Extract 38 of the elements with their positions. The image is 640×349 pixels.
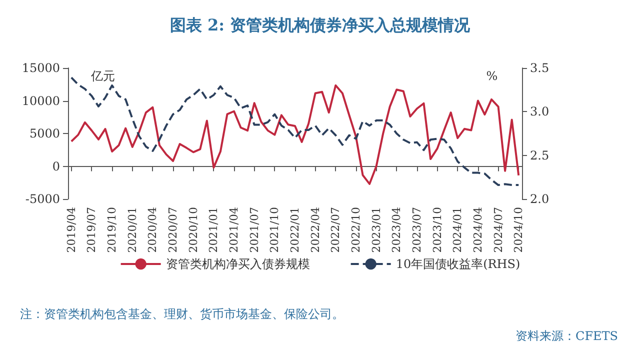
y2-tick-label: 2.5: [530, 148, 550, 162]
y2-tick-label: 3.5: [530, 61, 550, 75]
y-tick-label: -5000: [25, 192, 60, 206]
x-tick-label: 2021/04: [228, 207, 241, 253]
chart-title: 图表 2: 资管类机构债券净买入总规模情况: [170, 16, 472, 34]
y2-tick-label: 3.0: [530, 104, 550, 119]
text: 注：资管类机构包含基金、理财、货币市场基金、保险公司。: [20, 307, 344, 321]
x-tick-label: 2019/10: [106, 207, 119, 253]
x-tick-label: 2022/07: [329, 207, 342, 253]
x-tick-label: 2024/10: [512, 207, 526, 253]
x-tick-label: 2019/07: [85, 207, 98, 253]
y-tick-label: 15000: [22, 61, 60, 75]
y2-tick-label: 2.0: [530, 192, 550, 206]
x-tick-label: 2020/01: [126, 207, 139, 253]
x-tick-label: 2023/01: [370, 207, 383, 253]
x-tick-label: 2022/01: [288, 207, 302, 253]
x-tick-label: 2023/10: [430, 207, 444, 253]
x-tick-label: 2019/04: [64, 207, 78, 253]
y-tick-label: 0: [52, 159, 60, 174]
x-tick-label: 2024/04: [471, 207, 484, 253]
legend-label: 资管类机构净买入债券规模: [166, 257, 310, 271]
y2-axis-title: %: [486, 69, 498, 83]
y-axis-title: 亿元: [90, 69, 115, 83]
x-tick-label: 2021/01: [207, 207, 220, 253]
x-tick-label: 2023/07: [410, 207, 424, 253]
y-tick-label: 10000: [22, 94, 60, 108]
x-tick-label: 2023/04: [390, 207, 404, 253]
legend-label: 10年国债收益率(RHS): [396, 257, 520, 271]
x-tick-label: 2021/07: [248, 207, 261, 253]
x-tick-label: 2022/04: [308, 207, 322, 253]
y-tick-label: 5000: [29, 126, 60, 140]
x-tick-label: 2024/07: [492, 207, 505, 253]
x-tick-label: 2022/10: [349, 207, 362, 253]
x-tick-label: 2024/01: [451, 207, 464, 253]
x-tick-label: 2020/10: [186, 207, 200, 253]
x-tick-label: 2021/10: [268, 207, 282, 253]
x-tick-label: 2020/04: [146, 207, 160, 253]
x-tick-label: 2020/07: [166, 207, 180, 253]
